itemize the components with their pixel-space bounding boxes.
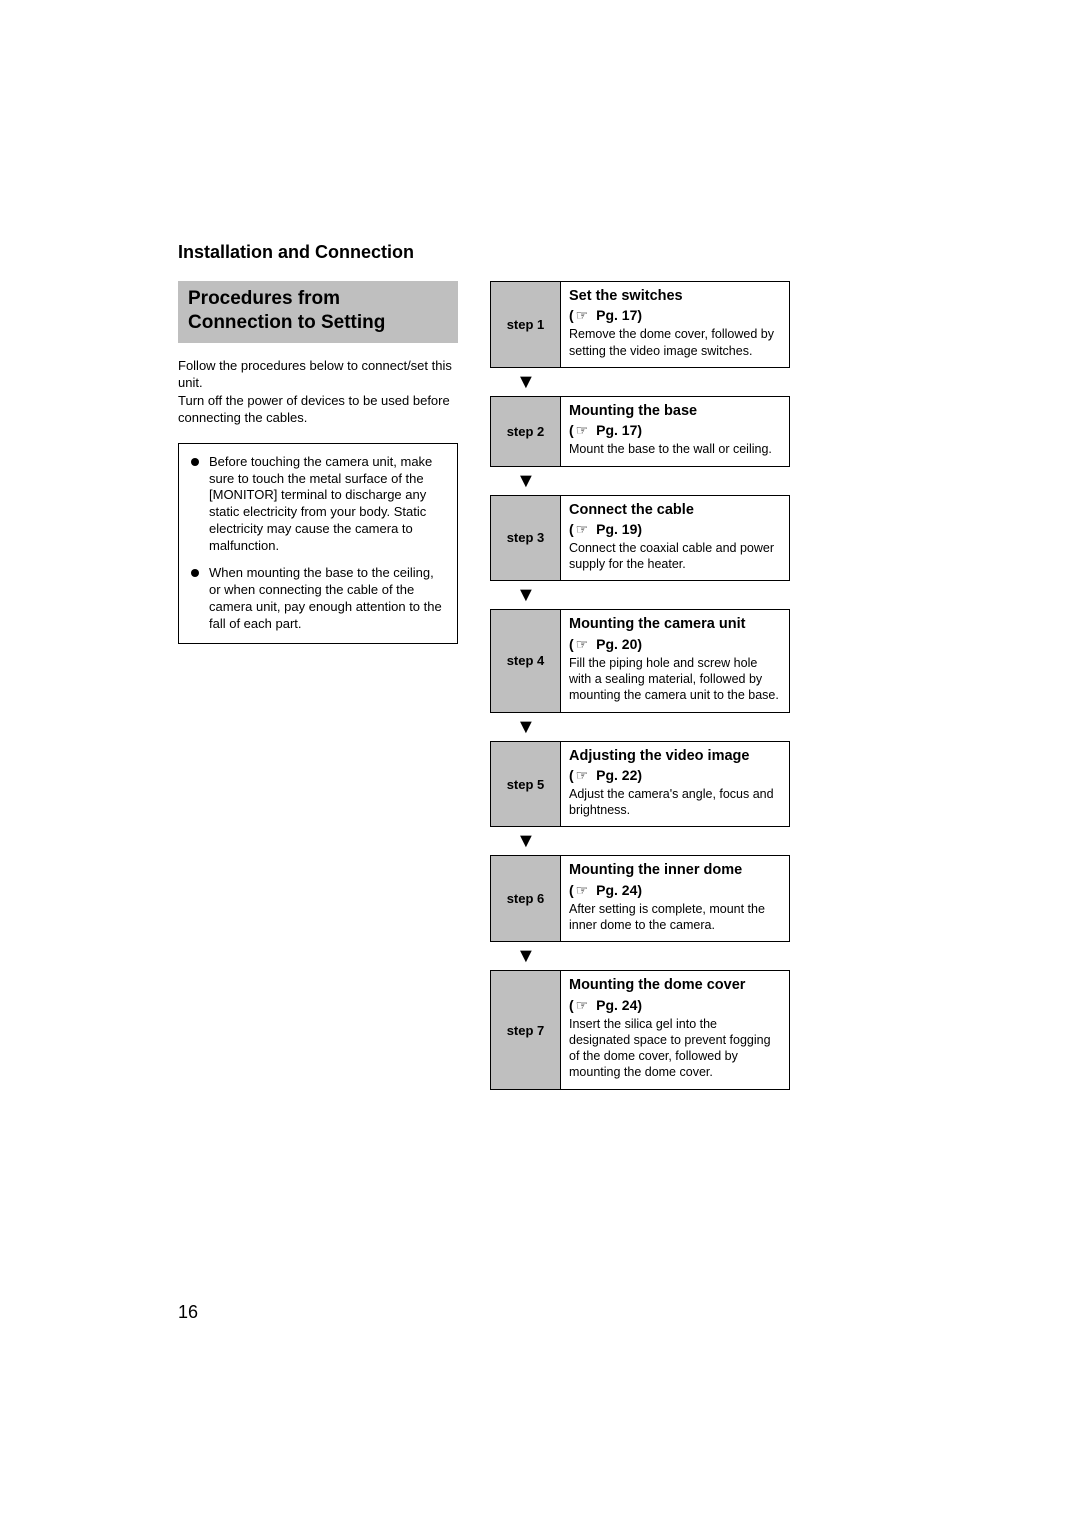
down-arrow-icon: ▼ xyxy=(516,831,790,851)
step-pg: Pg. 19 xyxy=(596,521,637,537)
step-desc: Remove the dome cover, followed by setti… xyxy=(569,326,781,359)
step-title: Mounting the base xyxy=(569,403,781,420)
ref-icon: ☞ xyxy=(576,521,589,538)
step-page-ref: (☞ Pg. 19) xyxy=(569,521,781,538)
title-line-2: Connection to Setting xyxy=(188,312,385,333)
step-pg: Pg. 17 xyxy=(596,307,637,323)
down-arrow-icon: ▼ xyxy=(516,946,790,966)
step-box-5: step 5 Adjusting the video image (☞ Pg. … xyxy=(490,741,790,828)
step-pg: Pg. 24 xyxy=(596,997,637,1013)
note-box: Before touching the camera unit, make su… xyxy=(178,443,458,644)
step-title: Mounting the camera unit xyxy=(569,616,781,633)
step-label: step 1 xyxy=(491,282,561,367)
step-content: Mounting the base (☞ Pg. 17) Mount the b… xyxy=(561,397,789,466)
title-banner: Procedures from Connection to Setting xyxy=(178,281,458,343)
step-box-4: step 4 Mounting the camera unit (☞ Pg. 2… xyxy=(490,609,790,712)
step-box-7: step 7 Mounting the dome cover (☞ Pg. 24… xyxy=(490,970,790,1089)
down-arrow-icon: ▼ xyxy=(516,471,790,491)
step-desc: Connect the coaxial cable and power supp… xyxy=(569,540,781,573)
step-page-ref: (☞ Pg. 17) xyxy=(569,422,781,439)
step-page-ref: (☞ Pg. 22) xyxy=(569,767,781,784)
intro-p1: Follow the procedures below to connect/s… xyxy=(178,358,452,391)
down-arrow-icon: ▼ xyxy=(516,372,790,392)
intro-p2: Turn off the power of devices to be used… xyxy=(178,393,450,426)
intro-text: Follow the procedures below to connect/s… xyxy=(178,357,458,427)
step-box-3: step 3 Connect the cable (☞ Pg. 19) Conn… xyxy=(490,495,790,582)
bullet-icon xyxy=(191,569,199,577)
ref-icon: ☞ xyxy=(576,307,589,324)
step-pg: Pg. 17 xyxy=(596,422,637,438)
ref-icon: ☞ xyxy=(576,422,589,439)
ref-icon: ☞ xyxy=(576,767,589,784)
step-box-6: step 6 Mounting the inner dome (☞ Pg. 24… xyxy=(490,855,790,942)
note-text: When mounting the base to the ceiling, o… xyxy=(209,565,445,633)
ref-icon: ☞ xyxy=(576,882,589,899)
step-page-ref: (☞ Pg. 24) xyxy=(569,997,781,1014)
left-column: Procedures from Connection to Setting Fo… xyxy=(178,281,458,644)
step-label: step 4 xyxy=(491,610,561,711)
note-item: Before touching the camera unit, make su… xyxy=(191,454,445,555)
step-label: step 7 xyxy=(491,971,561,1088)
step-box-1: step 1 Set the switches (☞ Pg. 17) Remov… xyxy=(490,281,790,368)
step-content: Set the switches (☞ Pg. 17) Remove the d… xyxy=(561,282,789,367)
step-title: Set the switches xyxy=(569,288,781,305)
step-content: Connect the cable (☞ Pg. 19) Connect the… xyxy=(561,496,789,581)
page-content: Installation and Connection Procedures f… xyxy=(178,242,908,1090)
step-title: Mounting the inner dome xyxy=(569,862,781,879)
step-desc: Insert the silica gel into the designate… xyxy=(569,1016,781,1081)
ref-icon: ☞ xyxy=(576,636,589,653)
step-pg: Pg. 24 xyxy=(596,882,637,898)
step-content: Adjusting the video image (☞ Pg. 22) Adj… xyxy=(561,742,789,827)
title-line-1: Procedures from xyxy=(188,288,340,309)
step-label: step 5 xyxy=(491,742,561,827)
step-pg: Pg. 22 xyxy=(596,767,637,783)
note-text: Before touching the camera unit, make su… xyxy=(209,454,445,555)
step-pg: Pg. 20 xyxy=(596,636,637,652)
step-label: step 2 xyxy=(491,397,561,466)
step-content: Mounting the inner dome (☞ Pg. 24) After… xyxy=(561,856,789,941)
step-page-ref: (☞ Pg. 20) xyxy=(569,636,781,653)
down-arrow-icon: ▼ xyxy=(516,717,790,737)
step-content: Mounting the camera unit (☞ Pg. 20) Fill… xyxy=(561,610,789,711)
step-desc: Fill the piping hole and screw hole with… xyxy=(569,655,781,704)
bullet-icon xyxy=(191,458,199,466)
step-label: step 3 xyxy=(491,496,561,581)
right-column: step 1 Set the switches (☞ Pg. 17) Remov… xyxy=(490,281,790,1090)
down-arrow-icon: ▼ xyxy=(516,585,790,605)
page-number: 16 xyxy=(178,1302,198,1323)
step-title: Connect the cable xyxy=(569,502,781,519)
note-item: When mounting the base to the ceiling, o… xyxy=(191,565,445,633)
ref-icon: ☞ xyxy=(576,997,589,1014)
step-content: Mounting the dome cover (☞ Pg. 24) Inser… xyxy=(561,971,789,1088)
step-page-ref: (☞ Pg. 17) xyxy=(569,307,781,324)
step-box-2: step 2 Mounting the base (☞ Pg. 17) Moun… xyxy=(490,396,790,467)
step-desc: Mount the base to the wall or ceiling. xyxy=(569,441,781,457)
two-column-layout: Procedures from Connection to Setting Fo… xyxy=(178,281,908,1090)
step-desc: After setting is complete, mount the inn… xyxy=(569,901,781,934)
step-title: Mounting the dome cover xyxy=(569,977,781,994)
section-header: Installation and Connection xyxy=(178,242,908,263)
step-desc: Adjust the camera's angle, focus and bri… xyxy=(569,786,781,819)
step-label: step 6 xyxy=(491,856,561,941)
step-title: Adjusting the video image xyxy=(569,748,781,765)
step-page-ref: (☞ Pg. 24) xyxy=(569,882,781,899)
